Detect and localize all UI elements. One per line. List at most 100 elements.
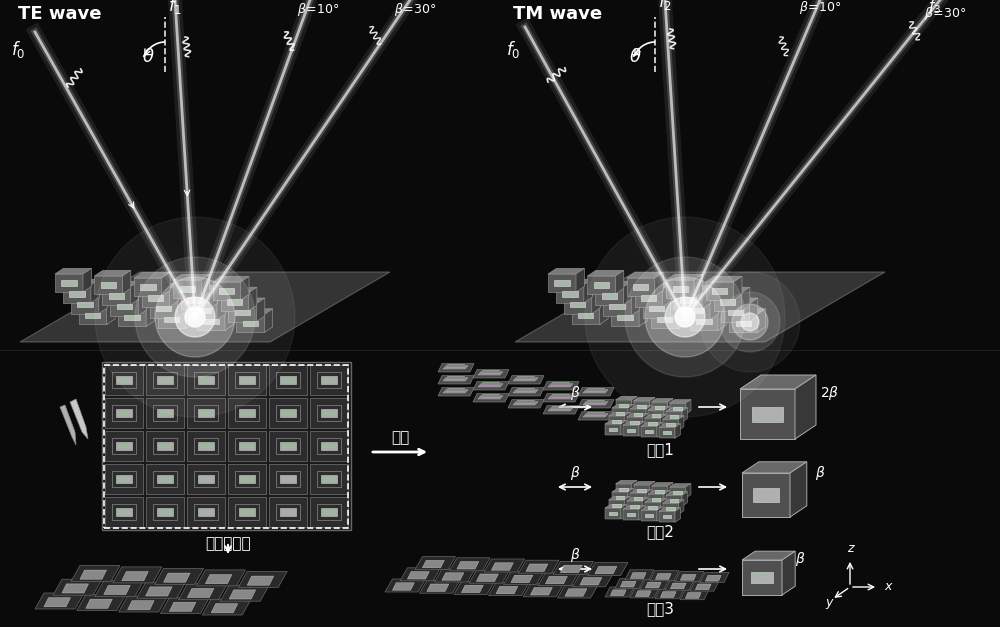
Polygon shape — [220, 293, 248, 311]
Polygon shape — [670, 487, 686, 498]
Polygon shape — [641, 426, 657, 437]
Text: $f_2$: $f_2$ — [658, 0, 672, 13]
Polygon shape — [530, 587, 552, 595]
Bar — [280, 409, 296, 417]
Bar — [637, 489, 646, 492]
Polygon shape — [99, 290, 107, 314]
Text: 折叠: 折叠 — [391, 431, 409, 446]
Polygon shape — [572, 307, 600, 324]
Polygon shape — [438, 387, 474, 396]
Polygon shape — [646, 406, 651, 420]
Bar — [112, 438, 136, 454]
Polygon shape — [661, 414, 666, 429]
Polygon shape — [584, 279, 592, 303]
Polygon shape — [659, 424, 680, 427]
Polygon shape — [60, 405, 76, 445]
Polygon shape — [173, 275, 210, 280]
Polygon shape — [632, 396, 637, 411]
Polygon shape — [62, 584, 88, 593]
Polygon shape — [150, 300, 178, 318]
Bar — [239, 376, 255, 384]
Polygon shape — [686, 399, 691, 414]
Polygon shape — [548, 384, 573, 387]
Polygon shape — [548, 396, 573, 399]
Polygon shape — [229, 590, 256, 599]
Text: 二维超表面: 二维超表面 — [205, 537, 251, 552]
Polygon shape — [548, 274, 576, 292]
Bar — [235, 310, 250, 315]
Polygon shape — [663, 500, 684, 503]
Polygon shape — [580, 577, 602, 585]
Polygon shape — [645, 502, 661, 513]
Circle shape — [585, 217, 785, 417]
Polygon shape — [630, 588, 659, 598]
Polygon shape — [94, 270, 131, 276]
Text: $\beta\!=\!30°$: $\beta\!=\!30°$ — [394, 1, 436, 19]
Bar — [116, 304, 132, 309]
Bar — [153, 372, 177, 388]
Polygon shape — [641, 507, 662, 510]
Polygon shape — [595, 566, 617, 574]
Polygon shape — [623, 281, 632, 305]
Bar — [198, 376, 214, 384]
Polygon shape — [162, 272, 170, 296]
Polygon shape — [197, 307, 233, 312]
Polygon shape — [553, 561, 594, 574]
Bar — [109, 293, 124, 298]
Text: $\beta$: $\beta$ — [570, 546, 580, 564]
Bar — [649, 306, 664, 311]
Polygon shape — [164, 573, 190, 582]
Bar — [227, 299, 242, 305]
Polygon shape — [595, 287, 623, 305]
Bar — [194, 372, 218, 388]
Polygon shape — [209, 285, 218, 309]
Polygon shape — [473, 382, 509, 390]
Polygon shape — [643, 413, 648, 428]
Bar — [321, 376, 337, 384]
Bar — [276, 438, 300, 454]
Polygon shape — [623, 505, 644, 509]
Polygon shape — [427, 584, 449, 591]
Polygon shape — [670, 483, 691, 487]
Bar — [310, 431, 348, 461]
Polygon shape — [700, 572, 729, 582]
Polygon shape — [484, 559, 524, 572]
Polygon shape — [155, 569, 204, 584]
Polygon shape — [648, 490, 669, 494]
Polygon shape — [178, 294, 186, 318]
Polygon shape — [508, 387, 544, 396]
Polygon shape — [610, 590, 626, 596]
Polygon shape — [83, 268, 91, 292]
Bar — [112, 471, 136, 487]
Polygon shape — [714, 287, 750, 293]
Circle shape — [155, 277, 235, 357]
Polygon shape — [603, 298, 631, 315]
Polygon shape — [670, 583, 686, 589]
Polygon shape — [443, 390, 468, 393]
Circle shape — [185, 307, 205, 327]
Polygon shape — [668, 398, 673, 413]
Polygon shape — [678, 305, 687, 329]
Bar — [116, 409, 132, 417]
Polygon shape — [469, 570, 510, 583]
Polygon shape — [650, 398, 655, 412]
Bar — [146, 398, 184, 428]
Polygon shape — [213, 282, 241, 300]
Polygon shape — [640, 579, 669, 589]
Bar — [663, 431, 671, 435]
Polygon shape — [643, 300, 671, 318]
Bar — [276, 405, 300, 421]
Bar — [124, 315, 140, 320]
Bar — [637, 405, 646, 408]
Polygon shape — [620, 581, 636, 587]
Circle shape — [732, 304, 768, 340]
Bar — [317, 503, 341, 520]
Polygon shape — [197, 312, 225, 330]
Polygon shape — [616, 484, 632, 495]
Polygon shape — [625, 570, 654, 580]
Polygon shape — [142, 289, 170, 307]
Bar — [228, 398, 266, 428]
Polygon shape — [543, 382, 579, 390]
Polygon shape — [578, 399, 614, 408]
Polygon shape — [648, 406, 669, 410]
